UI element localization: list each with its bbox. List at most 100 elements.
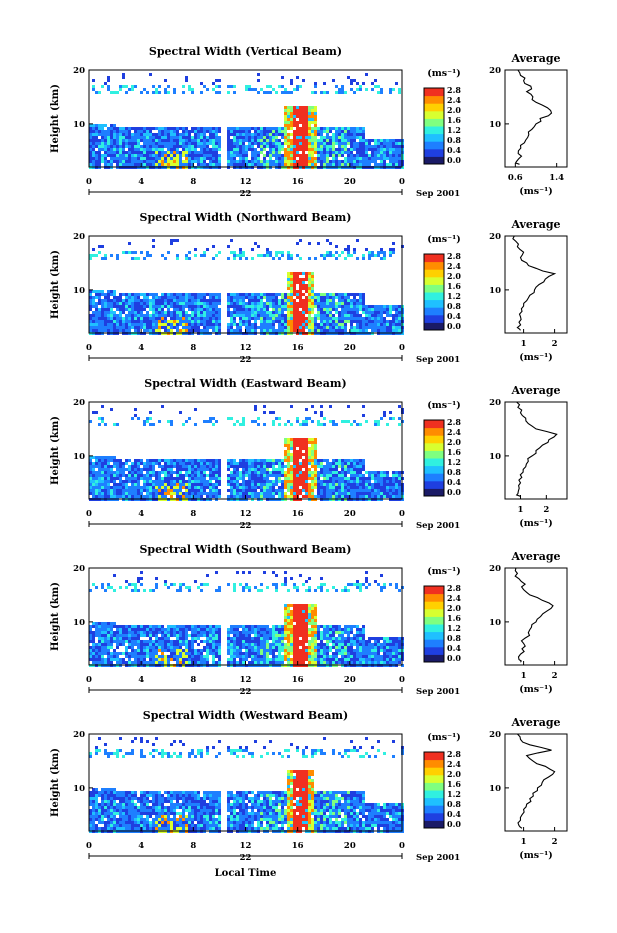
heatmap-cell	[146, 625, 149, 628]
heatmap-cell	[374, 154, 377, 157]
heatmap-cell	[251, 483, 254, 486]
heatmap-cell	[176, 465, 179, 468]
heatmap-cell	[212, 130, 215, 133]
heatmap-cell	[383, 489, 386, 492]
heatmap-cell	[320, 308, 323, 311]
heatmap-cell	[251, 88, 254, 91]
heatmap-cell	[374, 145, 377, 148]
x-tick-label: 12	[240, 177, 252, 187]
heatmap-cell	[260, 317, 263, 320]
heatmap-cell	[194, 130, 197, 133]
heatmap-cell	[188, 154, 191, 157]
heatmap-cell	[116, 296, 119, 299]
heatmap-cell	[359, 133, 362, 136]
heatmap-cell	[227, 323, 230, 326]
heatmap-cell	[287, 314, 290, 317]
heatmap-cell	[287, 471, 290, 474]
heatmap-cell	[389, 417, 392, 420]
heatmap-cell	[227, 308, 230, 311]
heatmap-cell	[353, 492, 356, 495]
heatmap-cell	[137, 142, 140, 145]
heatmap-cell	[293, 284, 296, 287]
heatmap-cell	[107, 329, 110, 332]
heatmap-cell	[176, 139, 179, 142]
heatmap-cell	[98, 154, 101, 157]
heatmap-cell	[347, 583, 350, 586]
heatmap-cell	[155, 329, 158, 332]
heatmap-cell	[266, 320, 269, 323]
heatmap-cell	[107, 622, 110, 625]
heatmap-cell	[302, 160, 305, 163]
heatmap-cell	[353, 462, 356, 465]
heatmap-cell	[146, 471, 149, 474]
heatmap-cell	[308, 462, 311, 465]
heatmap-cell	[122, 73, 125, 76]
heatmap-cell	[323, 459, 326, 462]
heatmap-cell	[290, 444, 293, 447]
heatmap-cell	[140, 299, 143, 302]
heatmap-cell	[332, 293, 335, 296]
heatmap-cell	[164, 320, 167, 323]
heatmap-cell	[176, 474, 179, 477]
heatmap-cell	[125, 139, 128, 142]
heatmap-cell	[146, 477, 149, 480]
heatmap-cell	[332, 480, 335, 483]
heatmap-cell	[260, 492, 263, 495]
heatmap-cell	[371, 139, 374, 142]
heatmap-cell	[161, 160, 164, 163]
heatmap-cell	[317, 299, 320, 302]
heatmap-cell	[215, 91, 218, 94]
heatmap-cell	[146, 299, 149, 302]
heatmap-cell	[191, 459, 194, 462]
heatmap-cell	[272, 305, 275, 308]
heatmap-cell	[170, 465, 173, 468]
heatmap-cell	[233, 308, 236, 311]
heatmap-cell	[341, 323, 344, 326]
heatmap-cell	[185, 492, 188, 495]
heatmap-cell	[353, 145, 356, 148]
heatmap-cell	[236, 486, 239, 489]
heatmap-cell	[233, 477, 236, 480]
heatmap-cell	[395, 157, 398, 160]
heatmap-cell	[278, 299, 281, 302]
heatmap-cell	[233, 305, 236, 308]
heatmap-cell	[119, 311, 122, 314]
heatmap-cell	[227, 151, 230, 154]
heatmap-cell	[137, 577, 140, 580]
heatmap-cell	[209, 417, 212, 420]
heatmap-cell	[377, 489, 380, 492]
heatmap-cell	[296, 589, 299, 592]
colorbar-label: 1.6	[447, 115, 461, 125]
heatmap-cell	[116, 254, 119, 257]
heatmap-cell	[293, 151, 296, 154]
heatmap-cell	[356, 133, 359, 136]
heatmap-cell	[128, 480, 131, 483]
heatmap-cell	[278, 139, 281, 142]
heatmap-cell	[374, 326, 377, 329]
heatmap-cell	[392, 471, 395, 474]
heatmap-cell	[233, 257, 236, 260]
heatmap-cell	[290, 323, 293, 326]
heatmap-cell	[350, 136, 353, 139]
heatmap-cell	[101, 130, 104, 133]
heatmap-cell	[107, 305, 110, 308]
heatmap-cell	[119, 142, 122, 145]
heatmap-cell	[275, 160, 278, 163]
heatmap-cell	[398, 91, 401, 94]
heatmap-cell	[302, 326, 305, 329]
heatmap-cell	[206, 130, 209, 133]
heatmap-cell	[359, 483, 362, 486]
heatmap-cell	[95, 254, 98, 257]
heatmap-cell	[113, 323, 116, 326]
heatmap-cell	[275, 133, 278, 136]
heatmap-cell	[107, 459, 110, 462]
heatmap-cell	[110, 127, 113, 130]
heatmap-cell	[296, 320, 299, 323]
heatmap-cell	[194, 495, 197, 498]
heatmap-cell	[110, 622, 113, 625]
panel-title: Spectral Width (Eastward Beam)	[144, 377, 346, 390]
heatmap-cell	[356, 299, 359, 302]
heatmap-cell	[359, 130, 362, 133]
heatmap-cell	[299, 480, 302, 483]
heatmap-cell	[299, 323, 302, 326]
